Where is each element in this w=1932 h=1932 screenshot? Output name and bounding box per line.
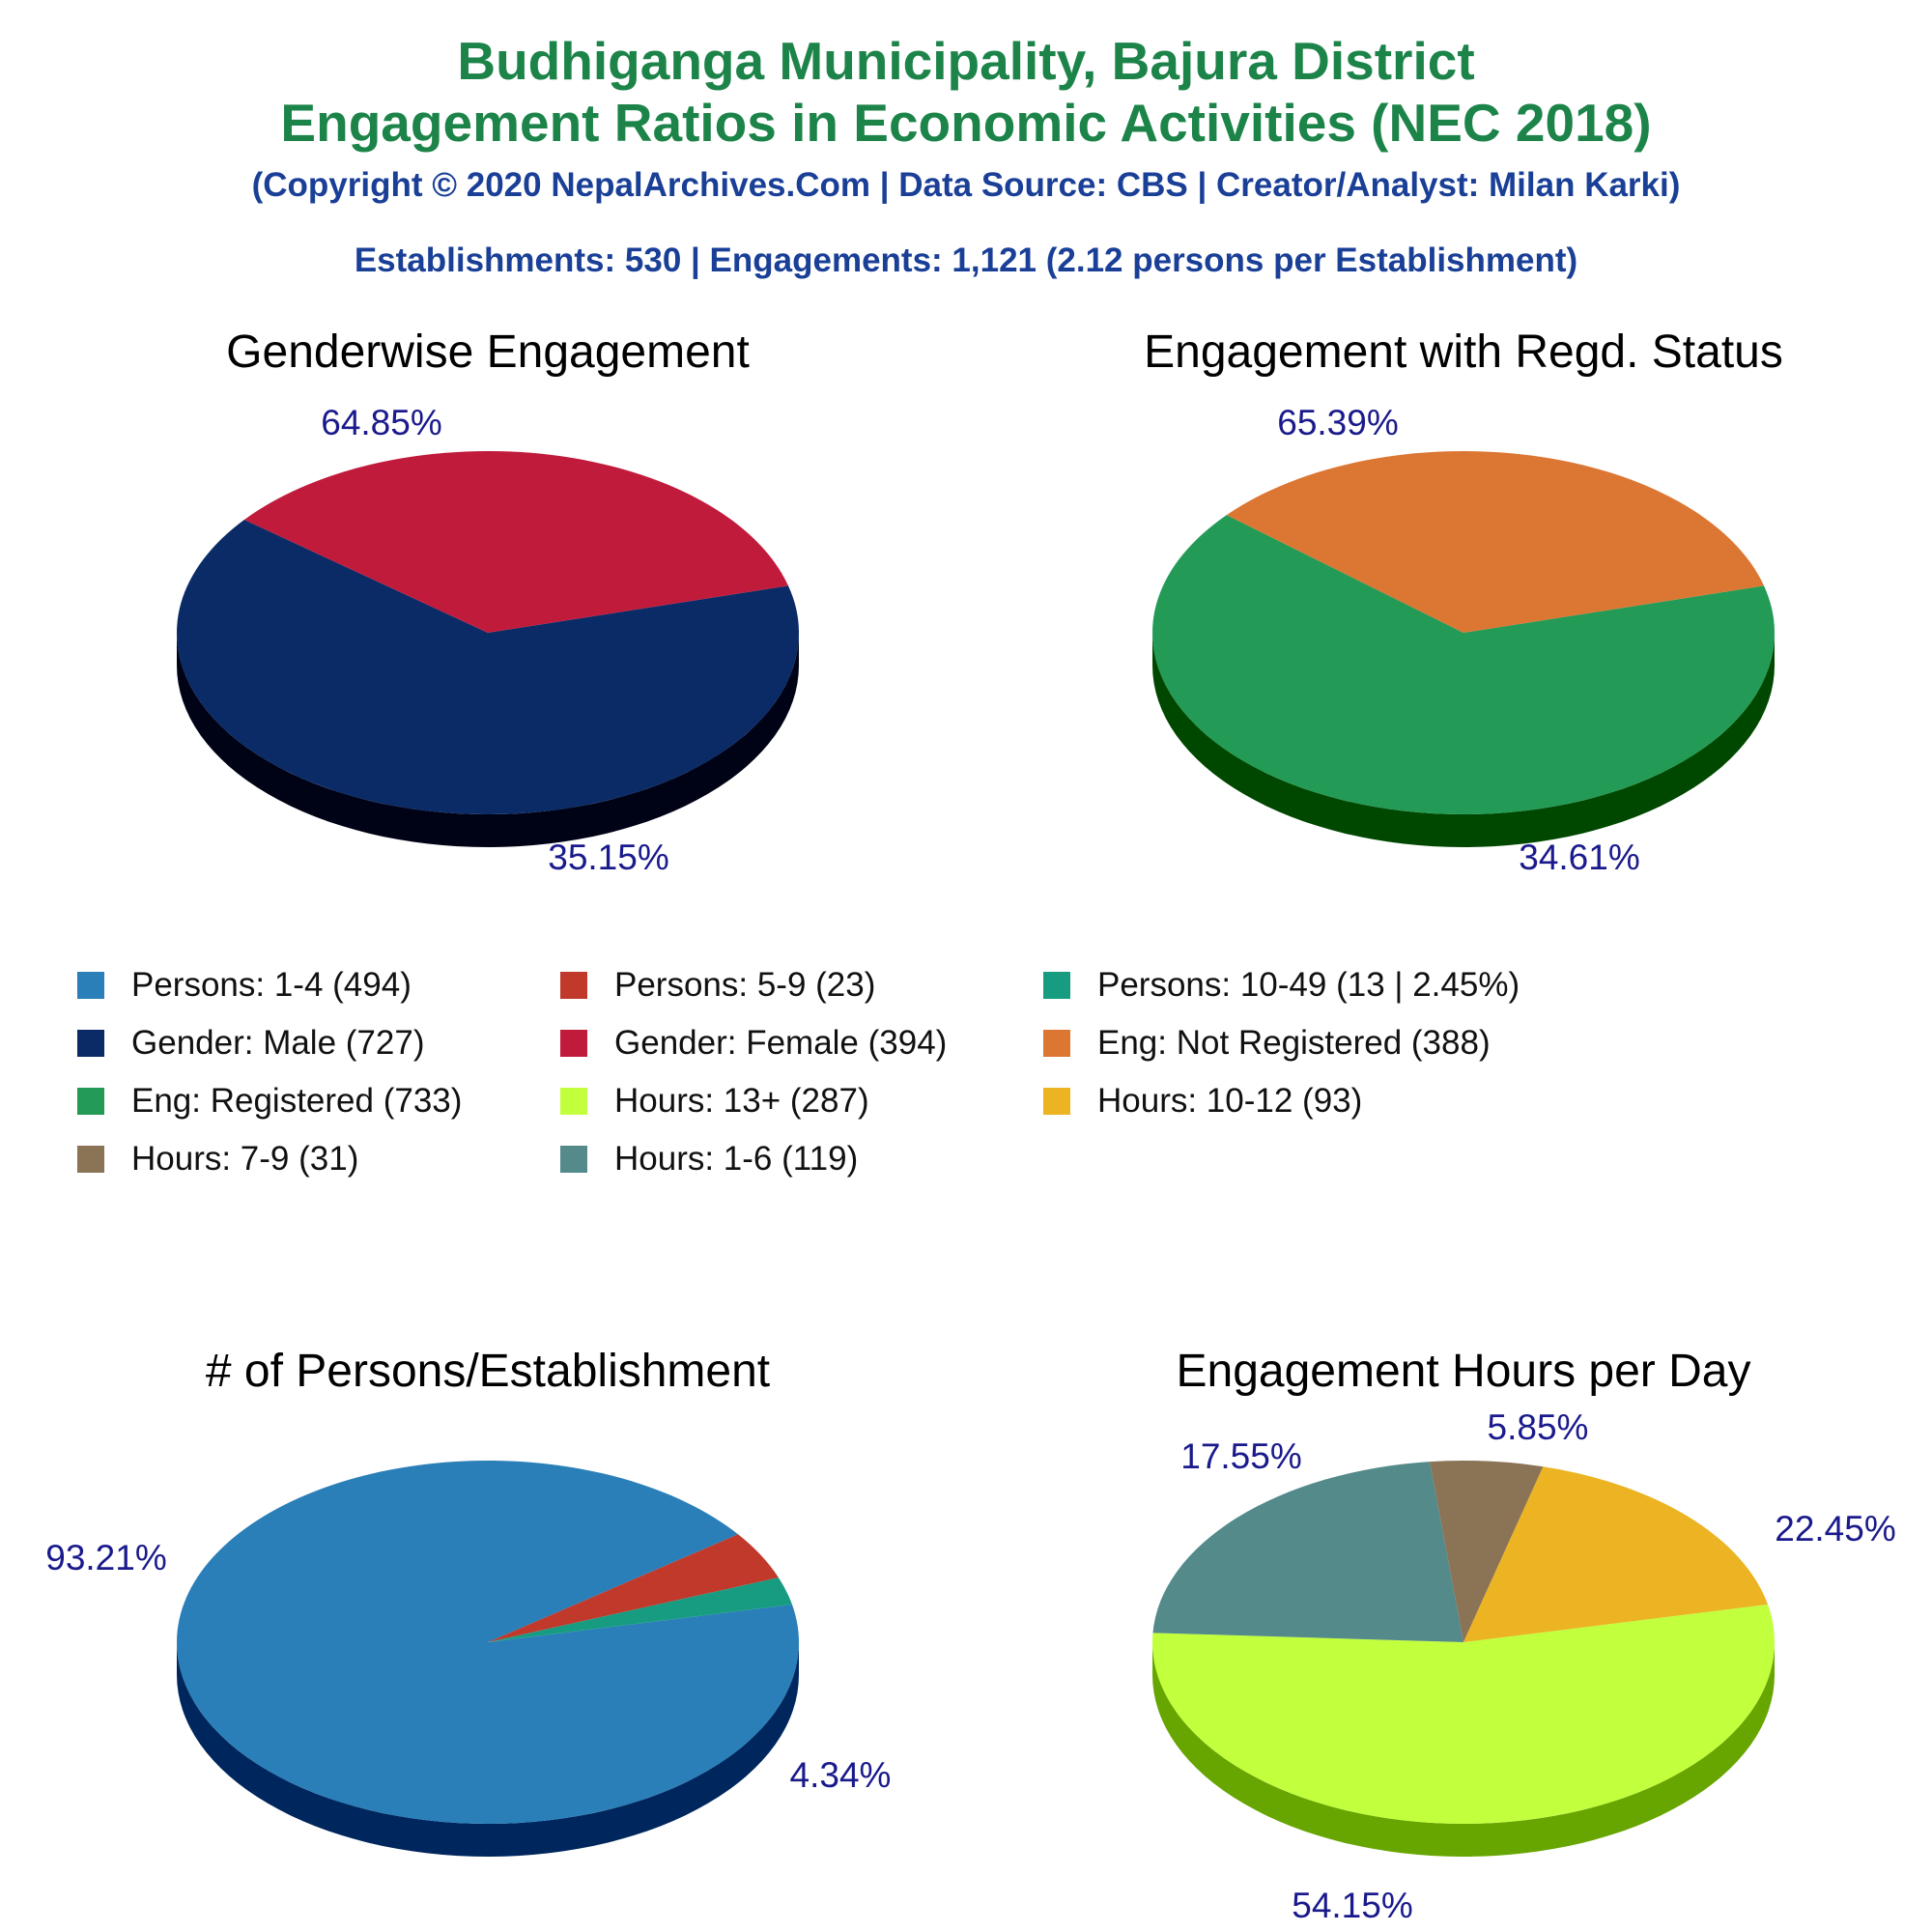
legend-item: Persons: 1-4 (494) [77,966,412,1005]
legend-swatch [1043,1088,1070,1115]
legend-item: Gender: Male (727) [77,1024,424,1063]
pie-slice [1152,1604,1775,1824]
legend-label: Hours: 13+ (287) [614,1082,869,1120]
pie-title: Engagement Hours per Day [1177,1346,1751,1397]
pie-percent-label: 65.39% [1277,403,1399,442]
legend-label: Hours: 7-9 (31) [131,1140,359,1178]
legend-item: Persons: 5-9 (23) [560,966,875,1005]
legend-swatch [77,1088,104,1115]
legend-swatch [77,1146,104,1173]
pie-chart: Genderwise Engagement 64.85% 35.15% [177,327,800,877]
legend-label: Persons: 10-49 (13 | 2.45%) [1097,966,1520,1004]
title-line-1: Budhiganga Municipality, Bajura District [457,31,1475,91]
legend-label: Hours: 1-6 (119) [614,1140,859,1178]
legend-swatch [560,1088,587,1115]
pie-slice [243,451,789,633]
legend-swatch [560,972,587,999]
legend-item: Hours: 7-9 (31) [77,1140,358,1179]
legend-item: Hours: 1-6 (119) [560,1140,858,1179]
pie-slice [1152,515,1775,814]
pie-chart: Engagement Hours per Day 54.15% 22.45% 5.85… [1152,1346,1896,1925]
legend: Persons: 1-4 (494) Persons: 5-9 (23) Perso… [0,966,1932,1217]
legend-item: Hours: 13+ (287) [560,1082,869,1121]
legend-swatch [77,972,104,999]
pie-percent-label: 93.21% [45,1538,167,1577]
pie-slice [1152,1462,1463,1642]
pie-slice-side [177,633,799,847]
title-line-2: Engagement Ratios in Economic Activities… [280,93,1652,153]
legend-swatch [560,1030,587,1057]
pie-percent-label: 64.85% [321,403,442,442]
legend-item: Gender: Female (394) [560,1024,947,1063]
pie-percent-label: 5.85% [1488,1407,1589,1447]
legend-label: Hours: 10-12 (93) [1097,1082,1363,1120]
legend-label: Persons: 5-9 (23) [614,966,876,1004]
summary-line: Establishments: 530 | Engagements: 1,121… [354,242,1578,279]
legend-label: Eng: Not Registered (388) [1097,1024,1491,1062]
legend-item: Persons: 10-49 (13 | 2.45%) [1043,966,1520,1005]
legend-item: Hours: 10-12 (93) [1043,1082,1362,1121]
legend-swatch [560,1146,587,1173]
pie-slice [1430,1461,1544,1642]
legend-swatch [77,1030,104,1057]
legend-label: Eng: Registered (733) [131,1082,463,1120]
pie-title: Engagement with Regd. Status [1144,327,1783,378]
legend-label: Persons: 1-4 (494) [131,966,412,1004]
pie-percent-label: 17.55% [1180,1436,1302,1476]
pie-percent-label: 35.15% [548,838,669,877]
pie-slice [488,1577,792,1642]
pie-percent-label: 34.61% [1519,838,1640,877]
pie-percent-label: 22.45% [1775,1509,1896,1548]
pie-title: # of Persons/Establishment [206,1346,770,1397]
pie-title: Genderwise Engagement [226,327,750,378]
pie-chart: # of Persons/Establishment 93.21% 4.34% [45,1346,891,1857]
legend-label: Gender: Female (394) [614,1024,948,1062]
pie-slice [1463,1466,1768,1642]
legend-swatch [1043,972,1070,999]
pie-slice [488,1534,779,1642]
pie-slice [177,1460,800,1824]
pie-chart: Engagement with Regd. Status 65.39% 34.61% [1144,327,1783,877]
legend-label: Gender: Male (727) [131,1024,425,1062]
pie-slice-side [177,1642,799,1857]
pie-percent-label: 54.15% [1292,1886,1413,1925]
pie-slice [177,520,800,815]
legend-item: Eng: Registered (733) [77,1082,462,1121]
copyright-line: (Copyright © 2020 NepalArchives.Com | Da… [251,166,1681,204]
legend-swatch [1043,1030,1070,1057]
pie-percent-label: 4.34% [790,1755,892,1795]
pie-slice-side [1152,633,1775,847]
legend-item: Eng: Not Registered (388) [1043,1024,1491,1063]
pie-slice-side [1152,1642,1775,1857]
pie-slice [1226,451,1765,633]
